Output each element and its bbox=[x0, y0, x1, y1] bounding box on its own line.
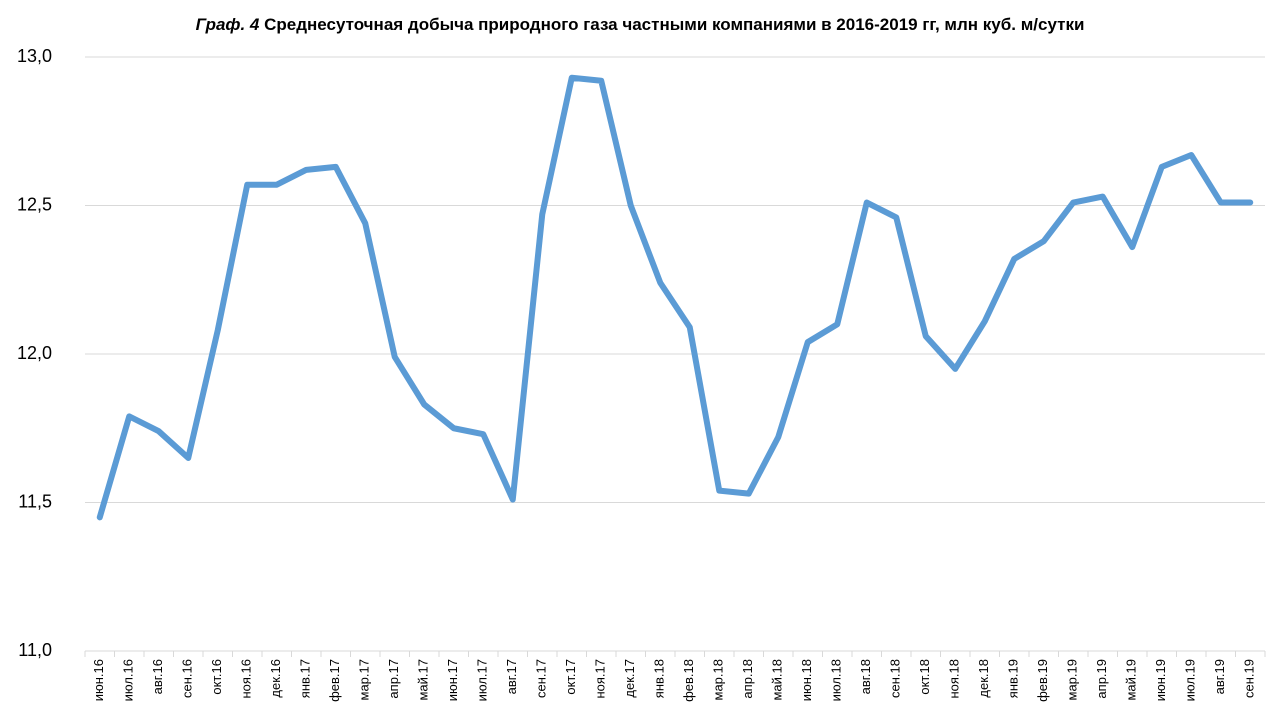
x-tick-label: янв.17 bbox=[298, 659, 313, 698]
x-tick-label: апр.18 bbox=[740, 659, 755, 699]
x-tick-label: окт.18 bbox=[917, 659, 932, 695]
x-tick-label: мар.17 bbox=[357, 659, 372, 700]
x-tick-label: дек.17 bbox=[622, 659, 637, 698]
x-tick-label: янв.19 bbox=[1006, 659, 1021, 698]
y-tick-label: 11,0 bbox=[18, 640, 52, 660]
x-tick-label: ноя.17 bbox=[593, 659, 608, 699]
chart-title: Среднесуточная добыча природного газа ча… bbox=[264, 15, 1084, 34]
data-line bbox=[96, 74, 1254, 521]
y-tick-label: 11,5 bbox=[18, 491, 52, 511]
x-tick-label: ноя.16 bbox=[239, 659, 254, 699]
x-tick-label: сен.17 bbox=[534, 659, 549, 698]
x-tick-label: окт.16 bbox=[209, 659, 224, 695]
x-tick-label: сен.16 bbox=[180, 659, 195, 698]
x-tick-label: сен.19 bbox=[1242, 659, 1257, 698]
x-tick-label: май.19 bbox=[1124, 659, 1139, 701]
x-tick-label: ноя.18 bbox=[947, 659, 962, 699]
y-tick-label: 13,0 bbox=[17, 46, 52, 66]
x-tick-label: мар.19 bbox=[1065, 659, 1080, 700]
figure-label: Граф. 4 bbox=[196, 15, 260, 34]
x-tick-label: май.17 bbox=[416, 659, 431, 701]
x-tick-label: сен.18 bbox=[888, 659, 903, 698]
x-tick-label: фев.19 bbox=[1035, 659, 1050, 702]
x-tick-label: авг.17 bbox=[504, 659, 519, 694]
x-tick-label: июл.16 bbox=[121, 659, 136, 701]
x-tick-label: июн.16 bbox=[91, 659, 106, 701]
x-tick-label: июл.19 bbox=[1183, 659, 1198, 701]
x-tick-label: апр.17 bbox=[386, 659, 401, 699]
x-tick-label: июн.17 bbox=[445, 659, 460, 701]
x-tick-label: мар.18 bbox=[711, 659, 726, 700]
y-tick-label: 12,0 bbox=[17, 343, 52, 363]
x-tick-label: авг.18 bbox=[858, 659, 873, 694]
x-tick-label: фев.17 bbox=[327, 659, 342, 702]
x-tick-label: июл.17 bbox=[475, 659, 490, 701]
x-tick-label: дек.18 bbox=[976, 659, 991, 698]
x-tick-label: дек.16 bbox=[268, 659, 283, 698]
x-tick-label: май.18 bbox=[770, 659, 785, 701]
x-tick-label: авг.16 bbox=[150, 659, 165, 694]
x-tick-label: апр.19 bbox=[1094, 659, 1109, 699]
x-tick-label: авг.19 bbox=[1212, 659, 1227, 694]
y-tick-label: 12,5 bbox=[17, 194, 52, 214]
chart-title-group: Граф. 4 Среднесуточная добыча природного… bbox=[196, 15, 1085, 34]
x-tick-label: янв.18 bbox=[652, 659, 667, 698]
x-tick-label: июл.18 bbox=[829, 659, 844, 701]
x-tick-label: июн.19 bbox=[1153, 659, 1168, 701]
x-tick-label: фев.18 bbox=[681, 659, 696, 702]
x-tick-label: июн.18 bbox=[799, 659, 814, 701]
x-tick-label: окт.17 bbox=[563, 659, 578, 695]
